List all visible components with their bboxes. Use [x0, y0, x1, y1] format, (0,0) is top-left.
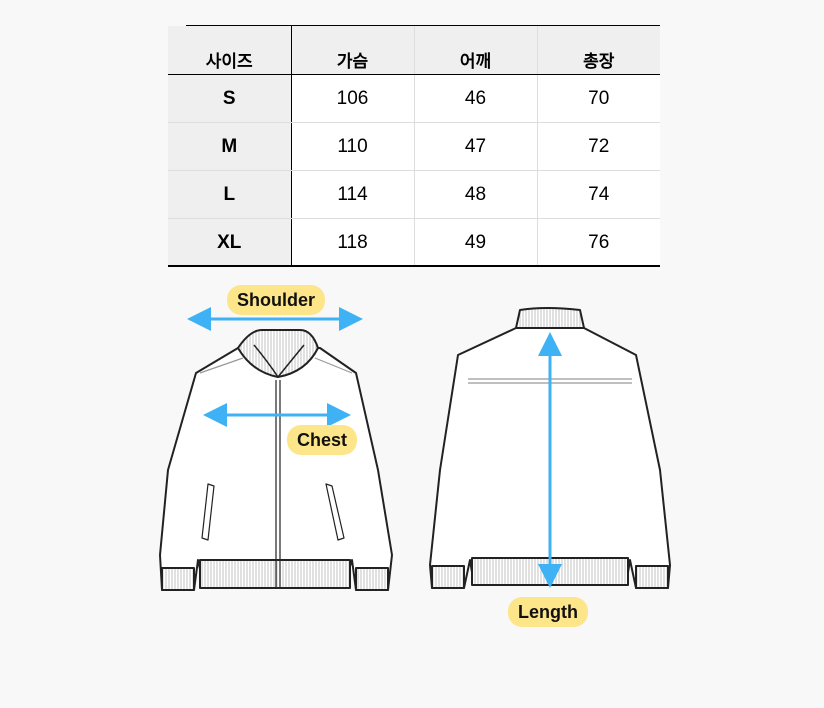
header-size: 사이즈 — [168, 26, 292, 75]
front-jacket-illustration — [159, 329, 393, 591]
size-cell: L — [168, 170, 292, 219]
table-row: XL 118 49 76 — [168, 218, 660, 267]
table-row: S 106 46 70 — [168, 74, 660, 123]
length-label: Length — [508, 597, 588, 627]
length-cell: 74 — [537, 170, 660, 219]
table-top-rule — [186, 25, 660, 26]
chest-cell: 106 — [291, 74, 415, 123]
table-header-row: 사이즈 가슴 어깨 총장 — [168, 26, 660, 75]
length-cell: 70 — [537, 74, 660, 123]
header-shoulder: 어깨 — [414, 26, 538, 75]
shoulder-cell: 46 — [414, 74, 538, 123]
shoulder-cell: 48 — [414, 170, 538, 219]
chest-cell: 118 — [291, 218, 415, 267]
length-cell: 72 — [537, 122, 660, 171]
shoulder-label: Shoulder — [227, 285, 326, 315]
size-cell: S — [168, 74, 292, 123]
size-cell: M — [168, 122, 292, 171]
header-length: 총장 — [537, 26, 660, 75]
chest-label: Chest — [287, 425, 358, 455]
shoulder-cell: 47 — [414, 122, 538, 171]
table-bottom-rule — [168, 265, 660, 266]
shoulder-cell: 49 — [414, 218, 538, 267]
size-cell: XL — [168, 218, 292, 267]
table-row: M 110 47 72 — [168, 122, 660, 171]
chest-cell: 114 — [291, 170, 415, 219]
header-chest: 가슴 — [291, 26, 415, 75]
length-cell: 76 — [537, 218, 660, 267]
chest-cell: 110 — [291, 122, 415, 171]
table-row: L 114 48 74 — [168, 170, 660, 219]
